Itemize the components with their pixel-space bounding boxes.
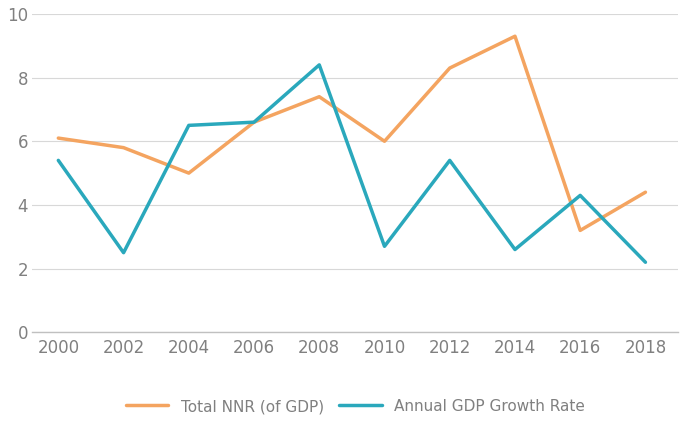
Total NNR (of GDP) (250, 120, 258, 125)
Annual GDP Growth Rate (119, 250, 127, 255)
Line: Annual GDP Growth Rate: Annual GDP Growth Rate (58, 65, 645, 262)
Annual GDP Growth Rate (576, 193, 584, 198)
Total NNR (of GDP) (576, 228, 584, 233)
Legend: Total NNR (of GDP), Annual GDP Growth Rate: Total NNR (of GDP), Annual GDP Growth Ra… (119, 393, 591, 420)
Total NNR (of GDP) (511, 34, 519, 39)
Total NNR (of GDP) (54, 135, 62, 141)
Annual GDP Growth Rate (54, 158, 62, 163)
Total NNR (of GDP) (185, 170, 193, 176)
Annual GDP Growth Rate (185, 123, 193, 128)
Annual GDP Growth Rate (641, 260, 649, 265)
Annual GDP Growth Rate (250, 120, 258, 125)
Annual GDP Growth Rate (380, 244, 388, 249)
Annual GDP Growth Rate (315, 62, 323, 67)
Total NNR (of GDP) (119, 145, 127, 150)
Total NNR (of GDP) (641, 190, 649, 195)
Annual GDP Growth Rate (446, 158, 454, 163)
Line: Total NNR (of GDP): Total NNR (of GDP) (58, 36, 645, 230)
Total NNR (of GDP) (380, 139, 388, 144)
Total NNR (of GDP) (315, 94, 323, 99)
Total NNR (of GDP) (446, 66, 454, 71)
Annual GDP Growth Rate (511, 247, 519, 252)
